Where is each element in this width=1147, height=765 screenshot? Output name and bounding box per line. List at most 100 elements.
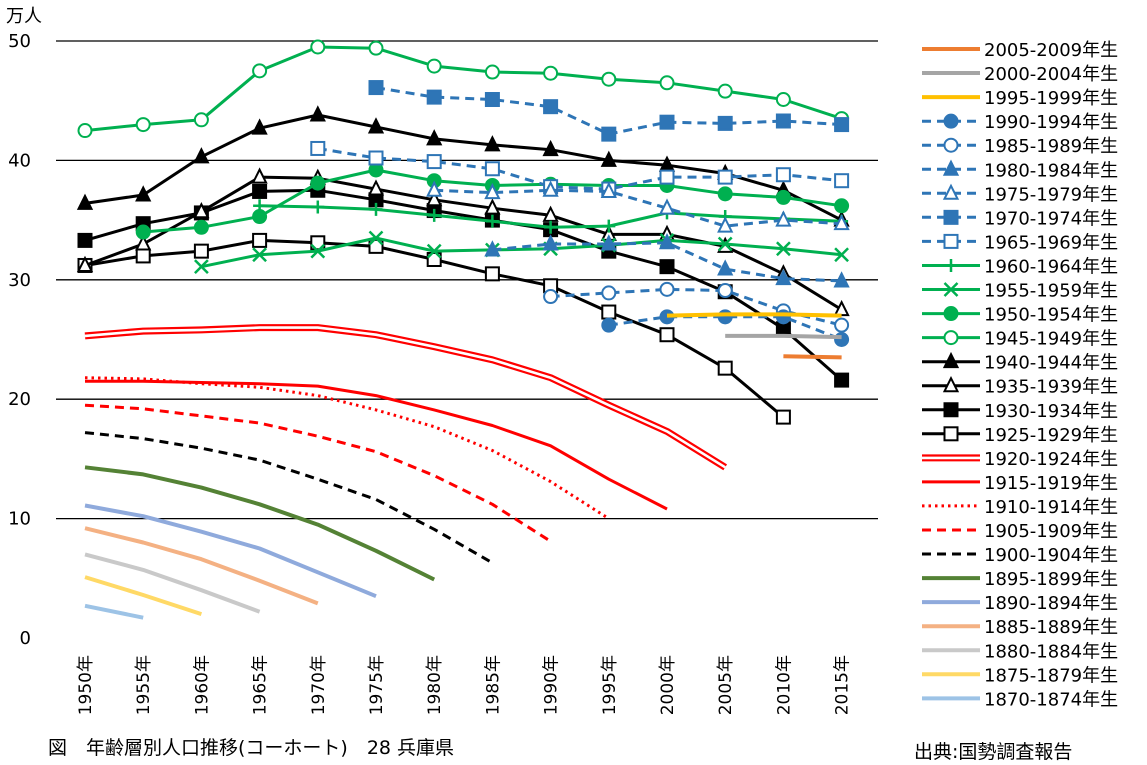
x-tick-label: 1985年 [483,655,503,715]
data-point [600,181,617,198]
data-point [310,175,326,191]
data-point [659,327,675,343]
data-point [601,126,617,142]
legend-item: 1960-1964年生 [922,256,1118,277]
data-point [484,161,500,177]
legend-item: 1945-1949年生 [922,329,1118,350]
series-line [84,603,144,620]
legend-label: 1955-1959年生 [984,281,1118,302]
data-point [193,219,209,235]
legend-label: 1920-1924年生 [984,449,1118,470]
grid-lines [56,40,878,520]
legend-label: 1950-1954年生 [984,305,1118,326]
data-point [542,139,559,157]
x-tick-label: 1955年 [134,655,154,715]
data-point [717,236,733,252]
data-point [775,113,791,129]
data-point [833,299,850,317]
legend-marker [943,282,959,297]
legend-item: 1900-1904年生 [922,545,1118,566]
data-point [775,210,792,227]
y-axis-unit-label: 万人 [6,6,42,27]
legend-item: 2000-2004年生 [922,64,1118,85]
legend-item: 1890-1894年生 [922,593,1118,614]
x-tick-label: 2005年 [716,655,736,715]
data-point [193,147,210,164]
data-point [252,63,268,79]
legend-label: 2005-2009年生 [984,40,1118,61]
data-point [367,117,385,134]
legend-label: 1945-1949年生 [984,329,1118,350]
legend-item: 1985-1989年生 [922,136,1118,157]
series-line [85,379,668,511]
data-point [658,233,676,250]
series-1980-1984 [484,233,850,288]
data-point [717,115,733,131]
series-line [84,376,610,520]
legend-label: 1900-1904年生 [984,545,1118,566]
legend-item: 1990-1994年生 [922,112,1118,133]
data-point [368,230,384,246]
y-tick-label: 50 [8,31,31,52]
series-1970-1974 [368,80,850,142]
data-point [601,71,617,87]
data-point [252,232,268,248]
legend-item: 1935-1939年生 [922,375,1118,398]
x-tick-label: 1995年 [600,655,620,715]
data-point [484,198,501,215]
data-point [659,169,675,185]
legend-label: 1965-1969年生 [984,232,1118,253]
data-point [194,259,209,275]
legend-label: 1940-1944年生 [984,353,1118,374]
series-line [84,575,203,617]
data-point [193,202,210,219]
series-1965-1969 [310,140,850,197]
legend-label: 1875-1879年生 [984,665,1118,686]
series-1900-1904 [84,431,494,565]
data-point [776,241,791,257]
series-1875-1879 [84,575,203,617]
data-point [426,180,443,197]
data-point [135,234,152,251]
x-tick-label: 2000年 [658,655,678,715]
data-point [601,285,617,301]
data-point [484,266,500,282]
series-line [84,465,436,582]
legend-item: 1870-1874年生 [922,689,1118,710]
series-1955-1959 [194,230,849,275]
data-point [717,360,733,376]
data-point [426,252,442,268]
data-point [600,234,617,251]
legend-item: 1965-1969年生 [922,232,1118,253]
data-point [368,150,384,166]
data-point [251,167,268,184]
legend-label: 1905-1909年生 [984,521,1118,542]
legend-label: 1960-1964年生 [984,256,1118,277]
data-point [484,92,500,108]
series-line [725,333,842,340]
data-point [76,193,94,210]
legend-label: 1880-1884年生 [984,641,1118,662]
data-point [426,243,442,259]
legend-label: 1890-1894年生 [984,593,1118,614]
series-line [84,113,843,222]
data-point [717,283,733,299]
legend-label: 1910-1914年生 [984,497,1118,518]
data-point [310,140,326,156]
series-line [84,526,319,606]
data-point [426,190,443,207]
data-point [601,317,617,333]
series-line [783,354,842,360]
data-point [717,216,734,233]
legend-item: 1980-1984年生 [922,159,1118,181]
data-point [426,89,442,105]
data-point [834,332,850,347]
data-point [135,224,151,240]
legend-item: 1880-1884年生 [922,641,1118,662]
series-line [608,315,843,341]
series-1895-1899 [84,465,436,582]
data-point [717,169,733,185]
data-point [310,235,326,251]
series-1975-1979 [426,180,850,233]
